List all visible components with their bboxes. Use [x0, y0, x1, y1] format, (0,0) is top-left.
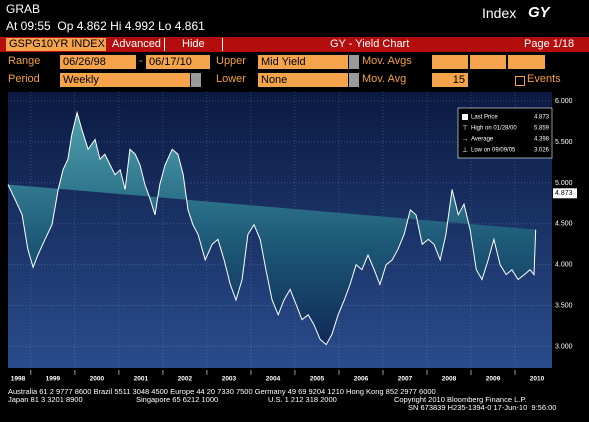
x-tick-label: 2001 [134, 376, 149, 383]
events-checkbox[interactable] [515, 76, 525, 86]
range-label: Range [8, 55, 41, 67]
y-tick-label: 4.000 [555, 262, 573, 269]
x-tick-label: 1999 [46, 376, 61, 383]
dropdown-arrow[interactable] [349, 55, 359, 69]
legend-icon: ⊥ [462, 147, 468, 154]
footer-contact: Singapore 65 6212 1000 [136, 395, 219, 404]
footer-contacts: Australia 61 2 9777 8600 Brazil 5511 304… [8, 387, 436, 396]
legend-swatch [462, 114, 468, 120]
events-label[interactable]: Events [527, 73, 561, 85]
x-tick-label: 2008 [442, 376, 457, 383]
screen-title: GY - Yield Chart [330, 38, 410, 50]
copyright: Copyright 2010 Bloomberg Finance L.P. [394, 395, 527, 404]
footer-contact: Japan 81 3 3201 8900 [8, 395, 83, 404]
legend-label: High on 01/28/00 [471, 126, 517, 132]
x-tick-label: 2005 [310, 376, 325, 383]
function-name: GRAB [6, 2, 41, 16]
price-line [7, 110, 537, 346]
legend-value: 4.398 [534, 137, 550, 143]
last-price-tag [553, 188, 577, 199]
legend-value: 5.859 [534, 126, 550, 132]
page-indicator: Page 1/18 [524, 38, 575, 50]
security-type: Index [482, 5, 517, 21]
y-tick-label: 3.000 [555, 344, 573, 351]
upper-label: Upper [216, 55, 246, 67]
security-button[interactable]: GSPG10YR INDEX [6, 38, 106, 51]
dropdown-arrow[interactable] [191, 73, 201, 87]
footer-contact: U.S. 1 212 318 2000 [268, 395, 337, 404]
x-tick-label: 2010 [530, 376, 545, 383]
toolbar [0, 37, 589, 52]
x-tick-label: 2007 [398, 376, 413, 383]
x-tick-label: 2004 [266, 376, 281, 383]
ticker: GY [528, 4, 550, 21]
advanced-button[interactable]: Advanced [112, 38, 161, 50]
x-tick-label: 2009 [486, 376, 501, 383]
separator [164, 38, 165, 51]
legend-icon: ⊤ [462, 125, 468, 132]
quote-line: At 09:55 Op 4.862 Hi 4.992 Lo 4.861 [6, 19, 205, 33]
mov-avg-input[interactable] [470, 55, 506, 69]
hide-button[interactable]: Hide [182, 38, 205, 50]
mov-avg-label: Mov. Avg [362, 73, 407, 85]
legend-value: 4.873 [534, 115, 550, 121]
range-dash: - [139, 55, 143, 67]
x-tick-label: 2003 [222, 376, 237, 383]
mov-avgs-label: Mov. Avgs [362, 55, 412, 67]
start-date[interactable]: 06/26/98 [60, 55, 136, 69]
mov-avg-value[interactable]: 15 [432, 73, 468, 87]
session-info: SN 673839 H235-1394-0 17-Jun-10 9:56:00 [408, 403, 557, 412]
x-axis-strip [8, 370, 552, 384]
x-tick-label: 2000 [90, 376, 105, 383]
mov-avg-input[interactable] [432, 55, 468, 69]
separator [222, 38, 223, 51]
y-tick-label: 4.500 [555, 221, 573, 228]
x-tick-label: 1998 [11, 376, 26, 383]
legend: Last Price 4.873 ⊤ High on 01/28/00 5.859 → Av… [457, 107, 553, 159]
legend-box [457, 107, 553, 159]
x-tick-label: 2006 [354, 376, 369, 383]
legend-icon: → [462, 136, 469, 143]
y-tick-label: 5.000 [555, 180, 573, 187]
mov-avg-input[interactable] [508, 55, 545, 69]
upper-select[interactable]: Mid Yield [258, 55, 348, 69]
y-tick-label: 3.500 [555, 303, 573, 310]
x-tick-label: 2002 [178, 376, 193, 383]
y-tick-label: 6.000 [555, 98, 573, 105]
legend-label: Low on 09/09/05 [471, 148, 516, 154]
y-tick-label: 5.500 [555, 139, 573, 146]
area [8, 112, 536, 345]
period-label: Period [8, 73, 40, 85]
period-select[interactable]: Weekly [60, 73, 190, 87]
last-price-label: 4.873 [555, 190, 573, 197]
legend-value: 3.026 [534, 148, 550, 154]
legend-label: Average [471, 137, 494, 143]
dropdown-arrow[interactable] [349, 73, 359, 87]
lower-select[interactable]: None [258, 73, 348, 87]
legend-label: Last Price [471, 115, 498, 121]
lower-label: Lower [216, 73, 246, 85]
end-date[interactable]: 06/17/10 [146, 55, 210, 69]
